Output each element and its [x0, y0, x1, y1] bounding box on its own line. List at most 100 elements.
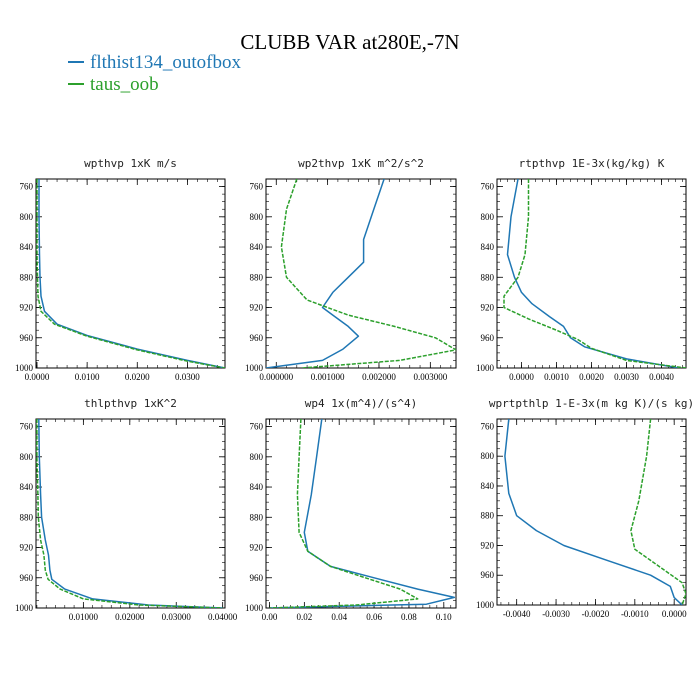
panel4-ytick-label: 760 [20, 422, 34, 432]
panel5-series-2-line [269, 419, 419, 608]
panel1-frame [35, 178, 226, 369]
panel5-ytick-label: 880 [250, 512, 264, 522]
panel4-xtick-label: 0.03000 [162, 612, 192, 622]
panel4-series-2-line [36, 419, 223, 608]
panel4-ytick-label: 840 [20, 482, 34, 492]
panel3-series-2-line [503, 179, 686, 368]
panel3-xtick-label: 0.0010 [544, 372, 569, 382]
panel1-ytick-label: 840 [20, 242, 34, 252]
panel6-frame [496, 418, 687, 606]
panel5-xtick-label: 0.08 [401, 612, 417, 622]
panel2-xtick-label: 0.002000 [362, 372, 396, 382]
panel1-ytick-label: 960 [20, 333, 34, 343]
panel3-series-1-line [506, 179, 680, 368]
legend: flthist134_outofbox taus_oob [68, 52, 241, 96]
panel3-title: rtpthvp 1E-3x(kg/kg) K [519, 157, 665, 170]
panel5-xtick-label: 0.10 [436, 612, 452, 622]
panel4-xtick-label: 0.04000 [208, 612, 238, 622]
panel5-ytick-label: 760 [250, 422, 264, 432]
panel6-xtick-label: -0.0040 [503, 609, 531, 619]
panel1-series-1-line [38, 179, 225, 368]
panel4-series-1-line [38, 419, 223, 608]
panel5-xtick-label: 0.02 [296, 612, 312, 622]
panel2-ytick-label: 840 [250, 242, 264, 252]
panel1-ytick-label: 760 [20, 182, 34, 192]
panel6-series-2-line [630, 419, 686, 605]
panel3-frame [496, 178, 687, 369]
panel6-xtick-label: -0.0010 [621, 609, 649, 619]
panel4-frame [35, 418, 226, 609]
panel6-title: wprtpthlp 1-E-3x(m kg K)/(s kg) [489, 397, 694, 410]
panel2-ytick-label: 880 [250, 272, 264, 282]
legend-entry-1: flthist134_outofbox [68, 52, 241, 74]
panel5-ytick-label: 1000 [245, 603, 264, 613]
panel2-ytick-label: 760 [250, 182, 264, 192]
panel5-ytick-label: 840 [250, 482, 264, 492]
panel4-ytick-label: 800 [20, 452, 34, 462]
panel1-ytick-label: 800 [20, 212, 34, 222]
panel2-ytick-label: 960 [250, 333, 264, 343]
panel4-ytick-label: 880 [20, 512, 34, 522]
panel1-ytick-label: 1000 [15, 363, 34, 373]
panel6-ytick-label: 800 [481, 451, 495, 461]
panel4-ytick-label: 1000 [15, 603, 34, 613]
panel1-ytick-label: 880 [20, 272, 34, 282]
panel6-ytick-label: 960 [481, 570, 495, 580]
panel2-xtick-label: 0.001000 [311, 372, 345, 382]
panel2-xtick-label: 0.000000 [259, 372, 293, 382]
panel4-title: thlpthvp 1xK^2 [84, 397, 177, 410]
panel6-xtick-label: -0.0030 [542, 609, 570, 619]
legend-label-2: taus_oob [90, 74, 159, 95]
panel2-ytick-label: 920 [250, 303, 264, 313]
legend-swatch-1 [68, 61, 84, 64]
panel2-frame [265, 178, 457, 369]
panel3-xtick-label: 0.0000 [509, 372, 534, 382]
panel3-ytick-label: 840 [481, 242, 495, 252]
panel5-title: wp4 1x(m^4)/(s^4) [305, 397, 418, 410]
panel3-ytick-label: 880 [481, 272, 495, 282]
panel3-ytick-label: 920 [481, 303, 495, 313]
panel5-ytick-label: 920 [250, 543, 264, 553]
legend-label-1: flthist134_outofbox [90, 52, 241, 73]
panel1-xtick-label: 0.0000 [25, 372, 50, 382]
panel1-series-2-line [36, 179, 225, 368]
panel4-ytick-label: 920 [20, 543, 34, 553]
panel6-ytick-label: 1000 [476, 600, 495, 610]
panel2-series-2-line [280, 179, 456, 368]
panel6-ytick-label: 840 [481, 481, 495, 491]
legend-swatch-2 [68, 83, 84, 86]
panel1-xtick-label: 0.0100 [75, 372, 100, 382]
panel2-ytick-label: 800 [250, 212, 264, 222]
panel3-ytick-label: 960 [481, 333, 495, 343]
panel5-xtick-label: 0.04 [331, 612, 347, 622]
panel1-xtick-label: 0.0300 [175, 372, 200, 382]
panel3-ytick-label: 760 [481, 182, 495, 192]
panel5-ytick-label: 960 [250, 573, 264, 583]
panel5-ytick-label: 800 [250, 452, 264, 462]
panel6-ytick-label: 880 [481, 511, 495, 521]
panel3-xtick-label: 0.0040 [649, 372, 674, 382]
panel6-ytick-label: 920 [481, 540, 495, 550]
panel6-xtick-label: -0.0020 [582, 609, 610, 619]
figure-title: CLUBB VAR at280E,-7N [240, 30, 460, 54]
panel1-xtick-label: 0.0200 [125, 372, 150, 382]
panel2-xtick-label: 0.003000 [413, 372, 447, 382]
panel4-ytick-label: 960 [20, 573, 34, 583]
panel2-ytick-label: 1000 [245, 363, 264, 373]
panel6-series-1-line [504, 419, 683, 605]
panel5-xtick-label: 0.06 [366, 612, 382, 622]
panel3-xtick-label: 0.0020 [579, 372, 604, 382]
panel3-ytick-label: 800 [481, 212, 495, 222]
panel1-title: wpthvp 1xK m/s [84, 157, 177, 170]
panel5-frame [265, 418, 457, 609]
panel4-xtick-label: 0.01000 [69, 612, 99, 622]
panel4-xtick-label: 0.02000 [115, 612, 145, 622]
panel6-xtick-label: 0.0000 [662, 609, 687, 619]
panel3-ytick-label: 1000 [476, 363, 495, 373]
panel5-xtick-label: 0.00 [262, 612, 278, 622]
legend-entry-2: taus_oob [68, 74, 241, 96]
panel2-title: wp2thvp 1xK m^2/s^2 [298, 157, 424, 170]
panel1-ytick-label: 920 [20, 303, 34, 313]
